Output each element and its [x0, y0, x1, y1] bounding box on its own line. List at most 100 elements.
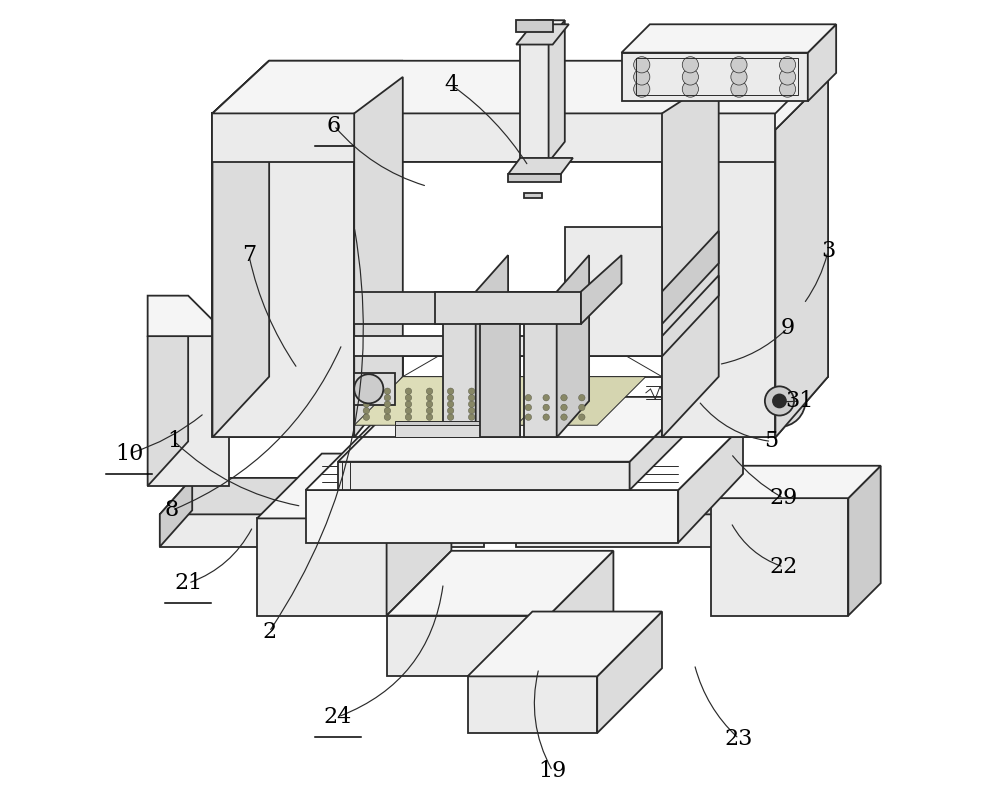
Polygon shape: [662, 231, 719, 324]
Circle shape: [682, 81, 698, 97]
Polygon shape: [395, 421, 500, 425]
Circle shape: [561, 414, 567, 420]
Polygon shape: [520, 40, 549, 162]
Circle shape: [511, 388, 517, 394]
Polygon shape: [354, 292, 662, 324]
Circle shape: [779, 81, 796, 97]
Circle shape: [525, 414, 532, 420]
Polygon shape: [516, 514, 840, 547]
Polygon shape: [630, 397, 694, 490]
Circle shape: [468, 414, 475, 420]
Text: 21: 21: [174, 572, 202, 595]
Circle shape: [363, 388, 370, 394]
Polygon shape: [387, 551, 613, 616]
Polygon shape: [148, 336, 229, 486]
Polygon shape: [435, 292, 581, 324]
Circle shape: [579, 394, 585, 401]
Polygon shape: [257, 454, 451, 518]
Circle shape: [447, 407, 454, 414]
Polygon shape: [508, 158, 573, 174]
Circle shape: [489, 414, 496, 420]
Circle shape: [634, 57, 650, 73]
Circle shape: [426, 407, 433, 414]
Polygon shape: [354, 377, 589, 425]
Circle shape: [468, 407, 475, 414]
Polygon shape: [160, 478, 192, 547]
Circle shape: [525, 394, 532, 401]
Circle shape: [754, 375, 805, 427]
Circle shape: [634, 81, 650, 97]
Text: 6: 6: [327, 114, 341, 137]
Circle shape: [426, 388, 433, 394]
Polygon shape: [338, 397, 694, 462]
Polygon shape: [395, 425, 500, 437]
Circle shape: [525, 404, 532, 411]
Polygon shape: [212, 61, 269, 437]
Polygon shape: [508, 174, 561, 182]
Circle shape: [731, 69, 747, 85]
Circle shape: [489, 388, 496, 394]
Text: 23: 23: [725, 727, 753, 750]
Circle shape: [384, 394, 391, 401]
Circle shape: [682, 57, 698, 73]
Polygon shape: [212, 113, 354, 437]
Polygon shape: [338, 462, 630, 490]
Circle shape: [561, 404, 567, 411]
Polygon shape: [160, 478, 516, 514]
Circle shape: [447, 401, 454, 407]
Polygon shape: [848, 466, 881, 616]
Circle shape: [447, 388, 454, 394]
Polygon shape: [711, 498, 848, 616]
Circle shape: [384, 401, 391, 407]
Polygon shape: [524, 292, 557, 437]
Circle shape: [447, 394, 454, 401]
Circle shape: [634, 69, 650, 85]
Circle shape: [511, 394, 517, 401]
Circle shape: [405, 388, 412, 394]
Polygon shape: [662, 77, 828, 130]
Polygon shape: [468, 612, 662, 676]
Polygon shape: [354, 336, 662, 356]
Polygon shape: [212, 61, 403, 113]
Polygon shape: [257, 518, 387, 616]
Text: 19: 19: [539, 760, 567, 782]
Circle shape: [731, 57, 747, 73]
Circle shape: [779, 69, 796, 85]
Circle shape: [363, 414, 370, 420]
Polygon shape: [622, 53, 808, 101]
Text: 22: 22: [769, 556, 798, 578]
Circle shape: [543, 414, 549, 420]
Polygon shape: [480, 324, 520, 437]
Circle shape: [426, 401, 433, 407]
Circle shape: [543, 394, 549, 401]
Circle shape: [363, 394, 370, 401]
Polygon shape: [808, 24, 836, 101]
Text: 1: 1: [167, 430, 181, 453]
Circle shape: [384, 407, 391, 414]
Polygon shape: [212, 61, 828, 113]
Circle shape: [579, 414, 585, 420]
Polygon shape: [516, 24, 569, 45]
Circle shape: [511, 414, 517, 420]
Text: 4: 4: [444, 74, 458, 96]
Polygon shape: [516, 20, 553, 32]
Polygon shape: [775, 77, 828, 437]
Circle shape: [468, 394, 475, 401]
Circle shape: [773, 394, 786, 407]
Text: 7: 7: [242, 244, 256, 266]
Circle shape: [405, 401, 412, 407]
Circle shape: [363, 401, 370, 407]
Polygon shape: [387, 616, 549, 676]
Circle shape: [405, 394, 412, 401]
Circle shape: [354, 374, 383, 403]
Polygon shape: [468, 676, 597, 733]
Text: 31: 31: [786, 390, 814, 412]
Text: 8: 8: [165, 499, 179, 522]
Polygon shape: [516, 377, 646, 425]
Polygon shape: [516, 478, 873, 514]
Circle shape: [426, 394, 433, 401]
Polygon shape: [840, 478, 873, 547]
Circle shape: [731, 81, 747, 97]
Text: 10: 10: [115, 442, 143, 465]
Polygon shape: [160, 514, 484, 547]
